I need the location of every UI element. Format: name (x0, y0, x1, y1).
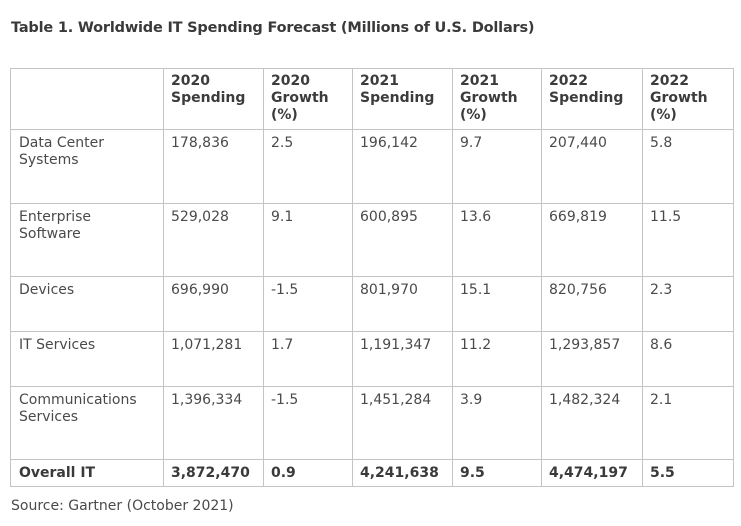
header-cell-2021-spending: 2021 Spending (352, 68, 453, 130)
cell-2020-spending: 529,028 (163, 203, 264, 277)
cell-2021-growth: 9.5 (452, 459, 542, 487)
row-label: IT Services (10, 331, 164, 387)
row-label: Enterprise Software (10, 203, 164, 277)
table-row: Enterprise Software 529,028 9.1 600,895 … (10, 203, 734, 277)
total-row: Overall IT 3,872,470 0.9 4,241,638 9.5 4… (10, 459, 734, 487)
header-cell-2022-spending: 2022 Spending (541, 68, 643, 130)
cell-2022-spending: 4,474,197 (541, 459, 643, 487)
cell-2022-growth: 8.6 (642, 331, 734, 387)
cell-2021-spending: 600,895 (352, 203, 453, 277)
cell-2022-spending: 669,819 (541, 203, 643, 277)
row-label: Communications Services (10, 386, 164, 460)
cell-2020-spending: 3,872,470 (163, 459, 264, 487)
cell-2022-growth: 2.3 (642, 276, 734, 332)
forecast-table: 2020 Spending 2020 Growth (%) 2021 Spend… (10, 68, 734, 487)
source-note: Source: Gartner (October 2021) (11, 498, 234, 514)
cell-2022-spending: 1,293,857 (541, 331, 643, 387)
table-row: Devices 696,990 -1.5 801,970 15.1 820,75… (10, 276, 734, 332)
row-label: Overall IT (10, 459, 164, 487)
cell-2022-spending: 207,440 (541, 129, 643, 204)
cell-2021-growth: 13.6 (452, 203, 542, 277)
header-cell-2020-growth: 2020 Growth (%) (263, 68, 353, 130)
cell-2020-growth: 9.1 (263, 203, 353, 277)
header-cell-2022-growth: 2022 Growth (%) (642, 68, 734, 130)
cell-2020-growth: 0.9 (263, 459, 353, 487)
cell-2021-spending: 4,241,638 (352, 459, 453, 487)
table-row: Communications Services 1,396,334 -1.5 1… (10, 386, 734, 460)
row-label: Data Center Systems (10, 129, 164, 204)
header-cell-category (10, 68, 164, 130)
table-title: Table 1. Worldwide IT Spending Forecast … (11, 20, 535, 36)
cell-2021-spending: 801,970 (352, 276, 453, 332)
cell-2020-spending: 1,396,334 (163, 386, 264, 460)
cell-2021-growth: 3.9 (452, 386, 542, 460)
cell-2022-spending: 1,482,324 (541, 386, 643, 460)
cell-2020-spending: 1,071,281 (163, 331, 264, 387)
header-cell-2020-spending: 2020 Spending (163, 68, 264, 130)
header-row: 2020 Spending 2020 Growth (%) 2021 Spend… (10, 68, 734, 130)
cell-2020-growth: 1.7 (263, 331, 353, 387)
cell-2022-growth: 11.5 (642, 203, 734, 277)
cell-2021-growth: 9.7 (452, 129, 542, 204)
cell-2020-growth: -1.5 (263, 276, 353, 332)
header-cell-2021-growth: 2021 Growth (%) (452, 68, 542, 130)
cell-2022-growth: 2.1 (642, 386, 734, 460)
cell-2021-spending: 1,191,347 (352, 331, 453, 387)
cell-2022-spending: 820,756 (541, 276, 643, 332)
cell-2020-growth: -1.5 (263, 386, 353, 460)
table-row: Data Center Systems 178,836 2.5 196,142 … (10, 129, 734, 204)
cell-2022-growth: 5.5 (642, 459, 734, 487)
row-label: Devices (10, 276, 164, 332)
cell-2021-spending: 1,451,284 (352, 386, 453, 460)
cell-2020-spending: 178,836 (163, 129, 264, 204)
cell-2020-spending: 696,990 (163, 276, 264, 332)
cell-2021-growth: 11.2 (452, 331, 542, 387)
cell-2021-spending: 196,142 (352, 129, 453, 204)
table-row: IT Services 1,071,281 1.7 1,191,347 11.2… (10, 331, 734, 387)
cell-2020-growth: 2.5 (263, 129, 353, 204)
cell-2022-growth: 5.8 (642, 129, 734, 204)
cell-2021-growth: 15.1 (452, 276, 542, 332)
